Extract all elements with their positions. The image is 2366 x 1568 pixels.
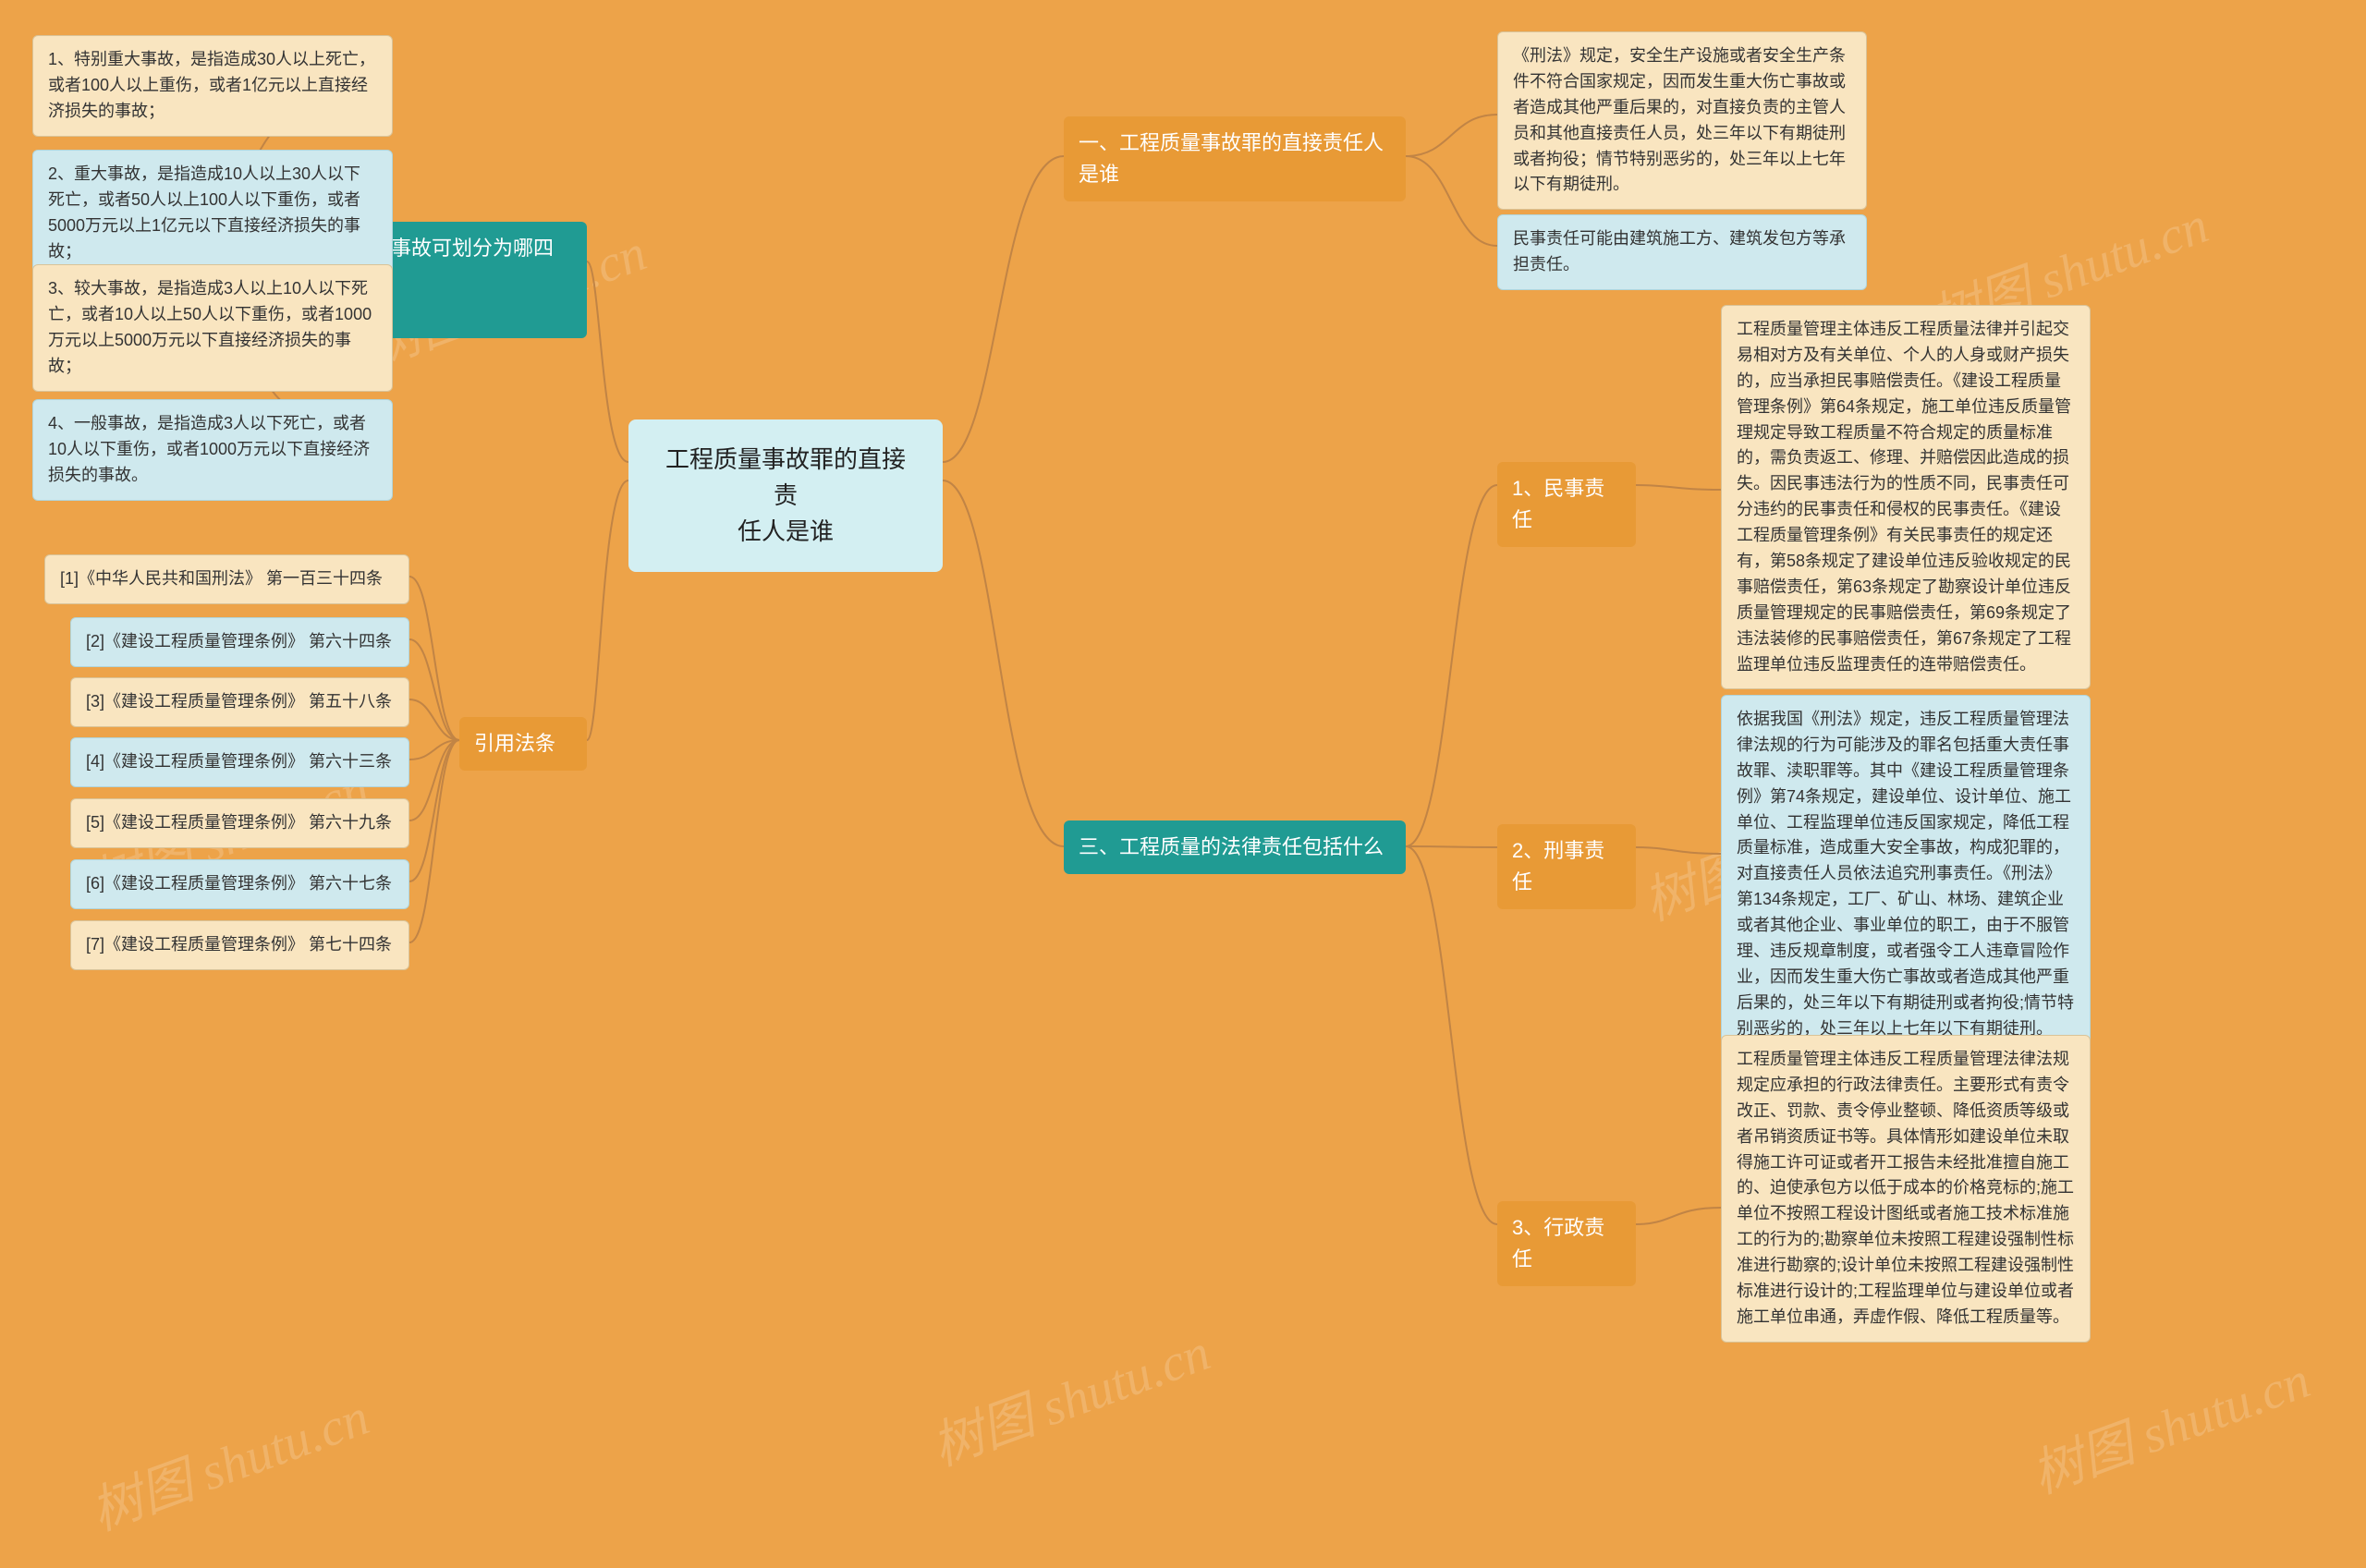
root-line1: 工程质量事故罪的直接责 bbox=[665, 445, 906, 509]
mindmap-canvas: 树图 shutu.cn 树图 shutu.cn 树图 shutu.cn 树图 s… bbox=[0, 0, 2366, 1568]
branch-1-leaf-1[interactable]: 《刑法》规定，安全生产设施或者安全生产条件不符合国家规定，因而发生重大伤亡事故或… bbox=[1497, 31, 1867, 210]
branch-4-leaf-6[interactable]: [6]《建设工程质量管理条例》 第六十七条 bbox=[70, 859, 409, 909]
branch-4-leaf-4[interactable]: [4]《建设工程质量管理条例》 第六十三条 bbox=[70, 737, 409, 787]
branch-3-sub-2[interactable]: 2、刑事责任 bbox=[1497, 824, 1636, 909]
branch-3[interactable]: 三、工程质量的法律责任包括什么 bbox=[1064, 820, 1406, 874]
branch-3-sub-3-leaf[interactable]: 工程质量管理主体违反工程质量管理法律法规规定应承担的行政法律责任。主要形式有责令… bbox=[1721, 1035, 2091, 1343]
branch-4-leaf-7[interactable]: [7]《建设工程质量管理条例》 第七十四条 bbox=[70, 920, 409, 970]
branch-3-sub-2-leaf[interactable]: 依据我国《刑法》规定，违反工程质量管理法律法规的行为可能涉及的罪名包括重大责任事… bbox=[1721, 695, 2091, 1054]
branch-4-leaf-1[interactable]: [1]《中华人民共和国刑法》 第一百三十四条 bbox=[44, 554, 409, 604]
branch-2-leaf-2[interactable]: 2、重大事故，是指造成10人以上30人以下死亡，或者50人以上100人以下重伤，… bbox=[32, 150, 393, 277]
branch-4-leaf-3[interactable]: [3]《建设工程质量管理条例》 第五十八条 bbox=[70, 677, 409, 727]
branch-3-sub-1-leaf[interactable]: 工程质量管理主体违反工程质量法律并引起交易相对方及有关单位、个人的人身或财产损失… bbox=[1721, 305, 2091, 689]
branch-2-leaf-3[interactable]: 3、较大事故，是指造成3人以上10人以下死亡，或者10人以上50人以下重伤，或者… bbox=[32, 264, 393, 392]
branch-3-sub-1[interactable]: 1、民事责任 bbox=[1497, 462, 1636, 547]
branch-4[interactable]: 引用法条 bbox=[459, 717, 587, 771]
root-node[interactable]: 工程质量事故罪的直接责 任人是谁 bbox=[628, 419, 943, 572]
root-line2: 任人是谁 bbox=[738, 517, 834, 545]
branch-2-leaf-1[interactable]: 1、特别重大事故，是指造成30人以上死亡，或者100人以上重伤，或者1亿元以上直… bbox=[32, 35, 393, 137]
branch-1[interactable]: 一、工程质量事故罪的直接责任人 是谁 bbox=[1064, 116, 1406, 201]
branch-1-leaf-2[interactable]: 民事责任可能由建筑施工方、建筑发包方等承担责任。 bbox=[1497, 214, 1867, 290]
branch-3-sub-3[interactable]: 3、行政责任 bbox=[1497, 1201, 1636, 1286]
branch-2-leaf-4[interactable]: 4、一般事故，是指造成3人以下死亡，或者10人以下重伤，或者1000万元以下直接… bbox=[32, 399, 393, 501]
branch-4-leaf-5[interactable]: [5]《建设工程质量管理条例》 第六十九条 bbox=[70, 798, 409, 848]
branch-4-leaf-2[interactable]: [2]《建设工程质量管理条例》 第六十四条 bbox=[70, 617, 409, 667]
